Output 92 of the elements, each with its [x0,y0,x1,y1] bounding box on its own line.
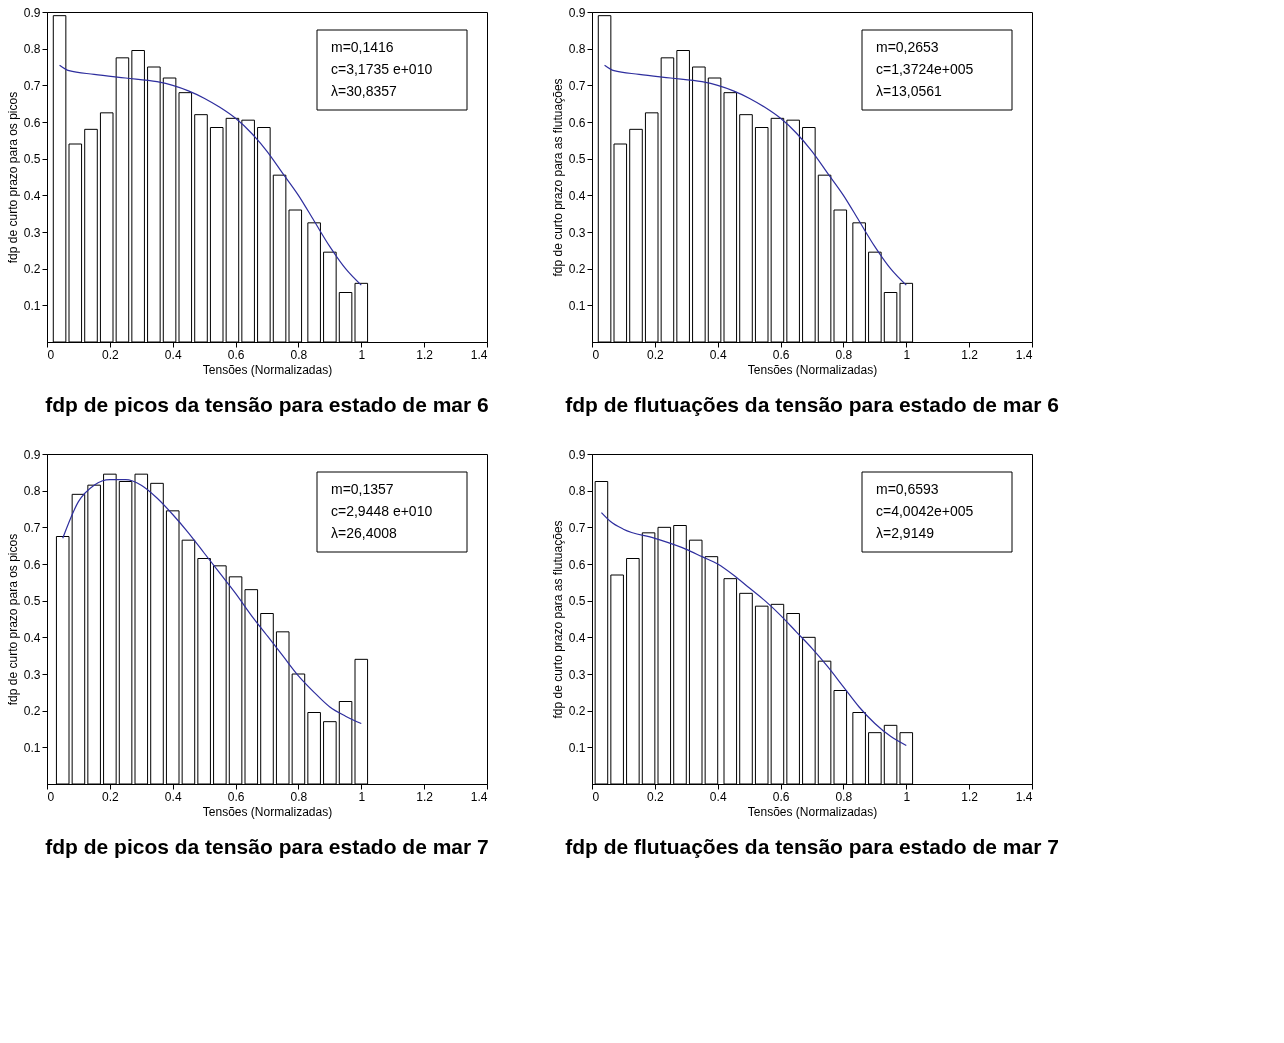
annotation: c=1,3724e+005 [876,61,974,77]
y-tick-label: 0.1 [568,740,586,755]
y-tick-label: 0.4 [568,188,586,203]
x-tick-label: 0.8 [835,347,853,362]
y-tick-label: 0.8 [568,484,586,499]
x-tick-label: 0 [592,347,600,362]
y-tick-label: 0.3 [23,667,41,682]
y-tick-label: 0.5 [23,594,41,609]
y-axis-title: fdp de curto prazo para os picos [5,533,20,706]
text: fdp de flutuações da tensão para estado de mar 6 [565,393,1059,416]
x-tick-label: 1.4 [470,789,488,804]
annotation: m=0,6593 [876,481,939,497]
annotation: m=0,1416 [331,39,394,55]
y-tick-label: 0.9 [568,447,586,462]
y-tick-label: 0.6 [23,115,41,130]
y-tick-label: 0.2 [23,704,41,719]
y-tick-label: 0.1 [23,740,41,755]
x-tick-label: 0.6 [772,347,790,362]
y-axis-title: fdp de curto prazo para os picos [5,91,20,264]
y-tick-label: 0.7 [568,520,586,535]
y-tick-label: 0.3 [23,225,41,240]
y-tick-label: 0.1 [568,298,586,313]
y-tick-label: 0.3 [568,225,586,240]
x-tick-label: 0.6 [227,347,245,362]
x-tick-label: 0.8 [835,789,853,804]
y-axis-title: fdp de curto prazo para as flutuações [550,520,565,719]
y-tick-label: 0.2 [568,262,586,277]
x-tick-label: 0.6 [772,789,790,804]
x-tick-label: 0 [47,789,55,804]
annotation: λ=2,9149 [876,525,935,541]
y-tick-label: 0.3 [568,667,586,682]
y-tick-label: 0.2 [568,704,586,719]
x-tick-label: 0.4 [709,789,727,804]
x-tick-label: 0 [592,789,600,804]
y-tick-label: 0.6 [568,557,586,572]
y-tick-label: 0.9 [23,447,41,462]
y-tick-label: 0.9 [568,5,586,20]
y-tick-label: 0.8 [23,484,41,499]
annotation: m=0,2653 [876,39,939,55]
x-tick-label: 0.4 [164,789,182,804]
annotation: λ=26,4008 [331,525,397,541]
x-tick-label: 1.2 [416,789,434,804]
y-axis-title: fdp de curto prazo para as flutuações [550,78,565,277]
x-tick-label: 0.2 [647,789,665,804]
y-tick-label: 0.1 [23,298,41,313]
text: fdp de picos da tensão para estado de mar 6 [45,393,489,416]
y-tick-label: 0.2 [23,262,41,277]
y-tick-label: 0.7 [23,78,41,93]
y-tick-label: 0.7 [23,520,41,535]
x-tick-label: 1.4 [1015,789,1033,804]
y-tick-label: 0.4 [23,630,41,645]
x-tick-label: 0.4 [709,347,727,362]
x-axis-title: Tensões (Normalizadas) [747,804,878,819]
y-tick-label: 0.5 [23,152,41,167]
x-tick-label: 1 [903,789,911,804]
x-tick-label: 1.2 [416,347,434,362]
annotation: m=0,1357 [331,481,394,497]
y-tick-label: 0.8 [568,42,586,57]
annotation: λ=13,0561 [876,83,942,99]
x-tick-label: 0.2 [102,789,120,804]
x-tick-label: 0.8 [290,789,308,804]
x-tick-label: 0.8 [290,347,308,362]
x-tick-label: 0 [47,347,55,362]
annotation: c=4,0042e+005 [876,503,974,519]
x-axis-title: Tensões (Normalizadas) [747,362,878,377]
y-tick-label: 0.5 [568,594,586,609]
y-tick-label: 0.4 [568,630,586,645]
y-tick-label: 0.6 [23,557,41,572]
y-tick-label: 0.7 [568,78,586,93]
x-tick-label: 0.4 [164,347,182,362]
x-tick-label: 1.4 [470,347,488,362]
text: fdp de picos da tensão para estado de mar 7 [45,835,489,858]
x-tick-label: 1.2 [961,789,979,804]
y-tick-label: 0.6 [568,115,586,130]
x-tick-label: 0.6 [227,789,245,804]
x-axis-title: Tensões (Normalizadas) [202,804,333,819]
x-tick-label: 1 [358,789,366,804]
x-tick-label: 0.2 [647,347,665,362]
x-tick-label: 1.4 [1015,347,1033,362]
x-tick-label: 1 [358,347,366,362]
annotation: c=2,9448 e+010 [331,503,433,519]
annotation: c=3,1735 e+010 [331,61,433,77]
y-tick-label: 0.4 [23,188,41,203]
y-tick-label: 0.5 [568,152,586,167]
x-tick-label: 1 [903,347,911,362]
y-tick-label: 0.9 [23,5,41,20]
x-axis-title: Tensões (Normalizadas) [202,362,333,377]
x-tick-label: 1.2 [961,347,979,362]
annotation: λ=30,8357 [331,83,397,99]
x-tick-label: 0.2 [102,347,120,362]
y-tick-label: 0.8 [23,42,41,57]
text: fdp de flutuações da tensão para estado de mar 7 [565,835,1059,858]
